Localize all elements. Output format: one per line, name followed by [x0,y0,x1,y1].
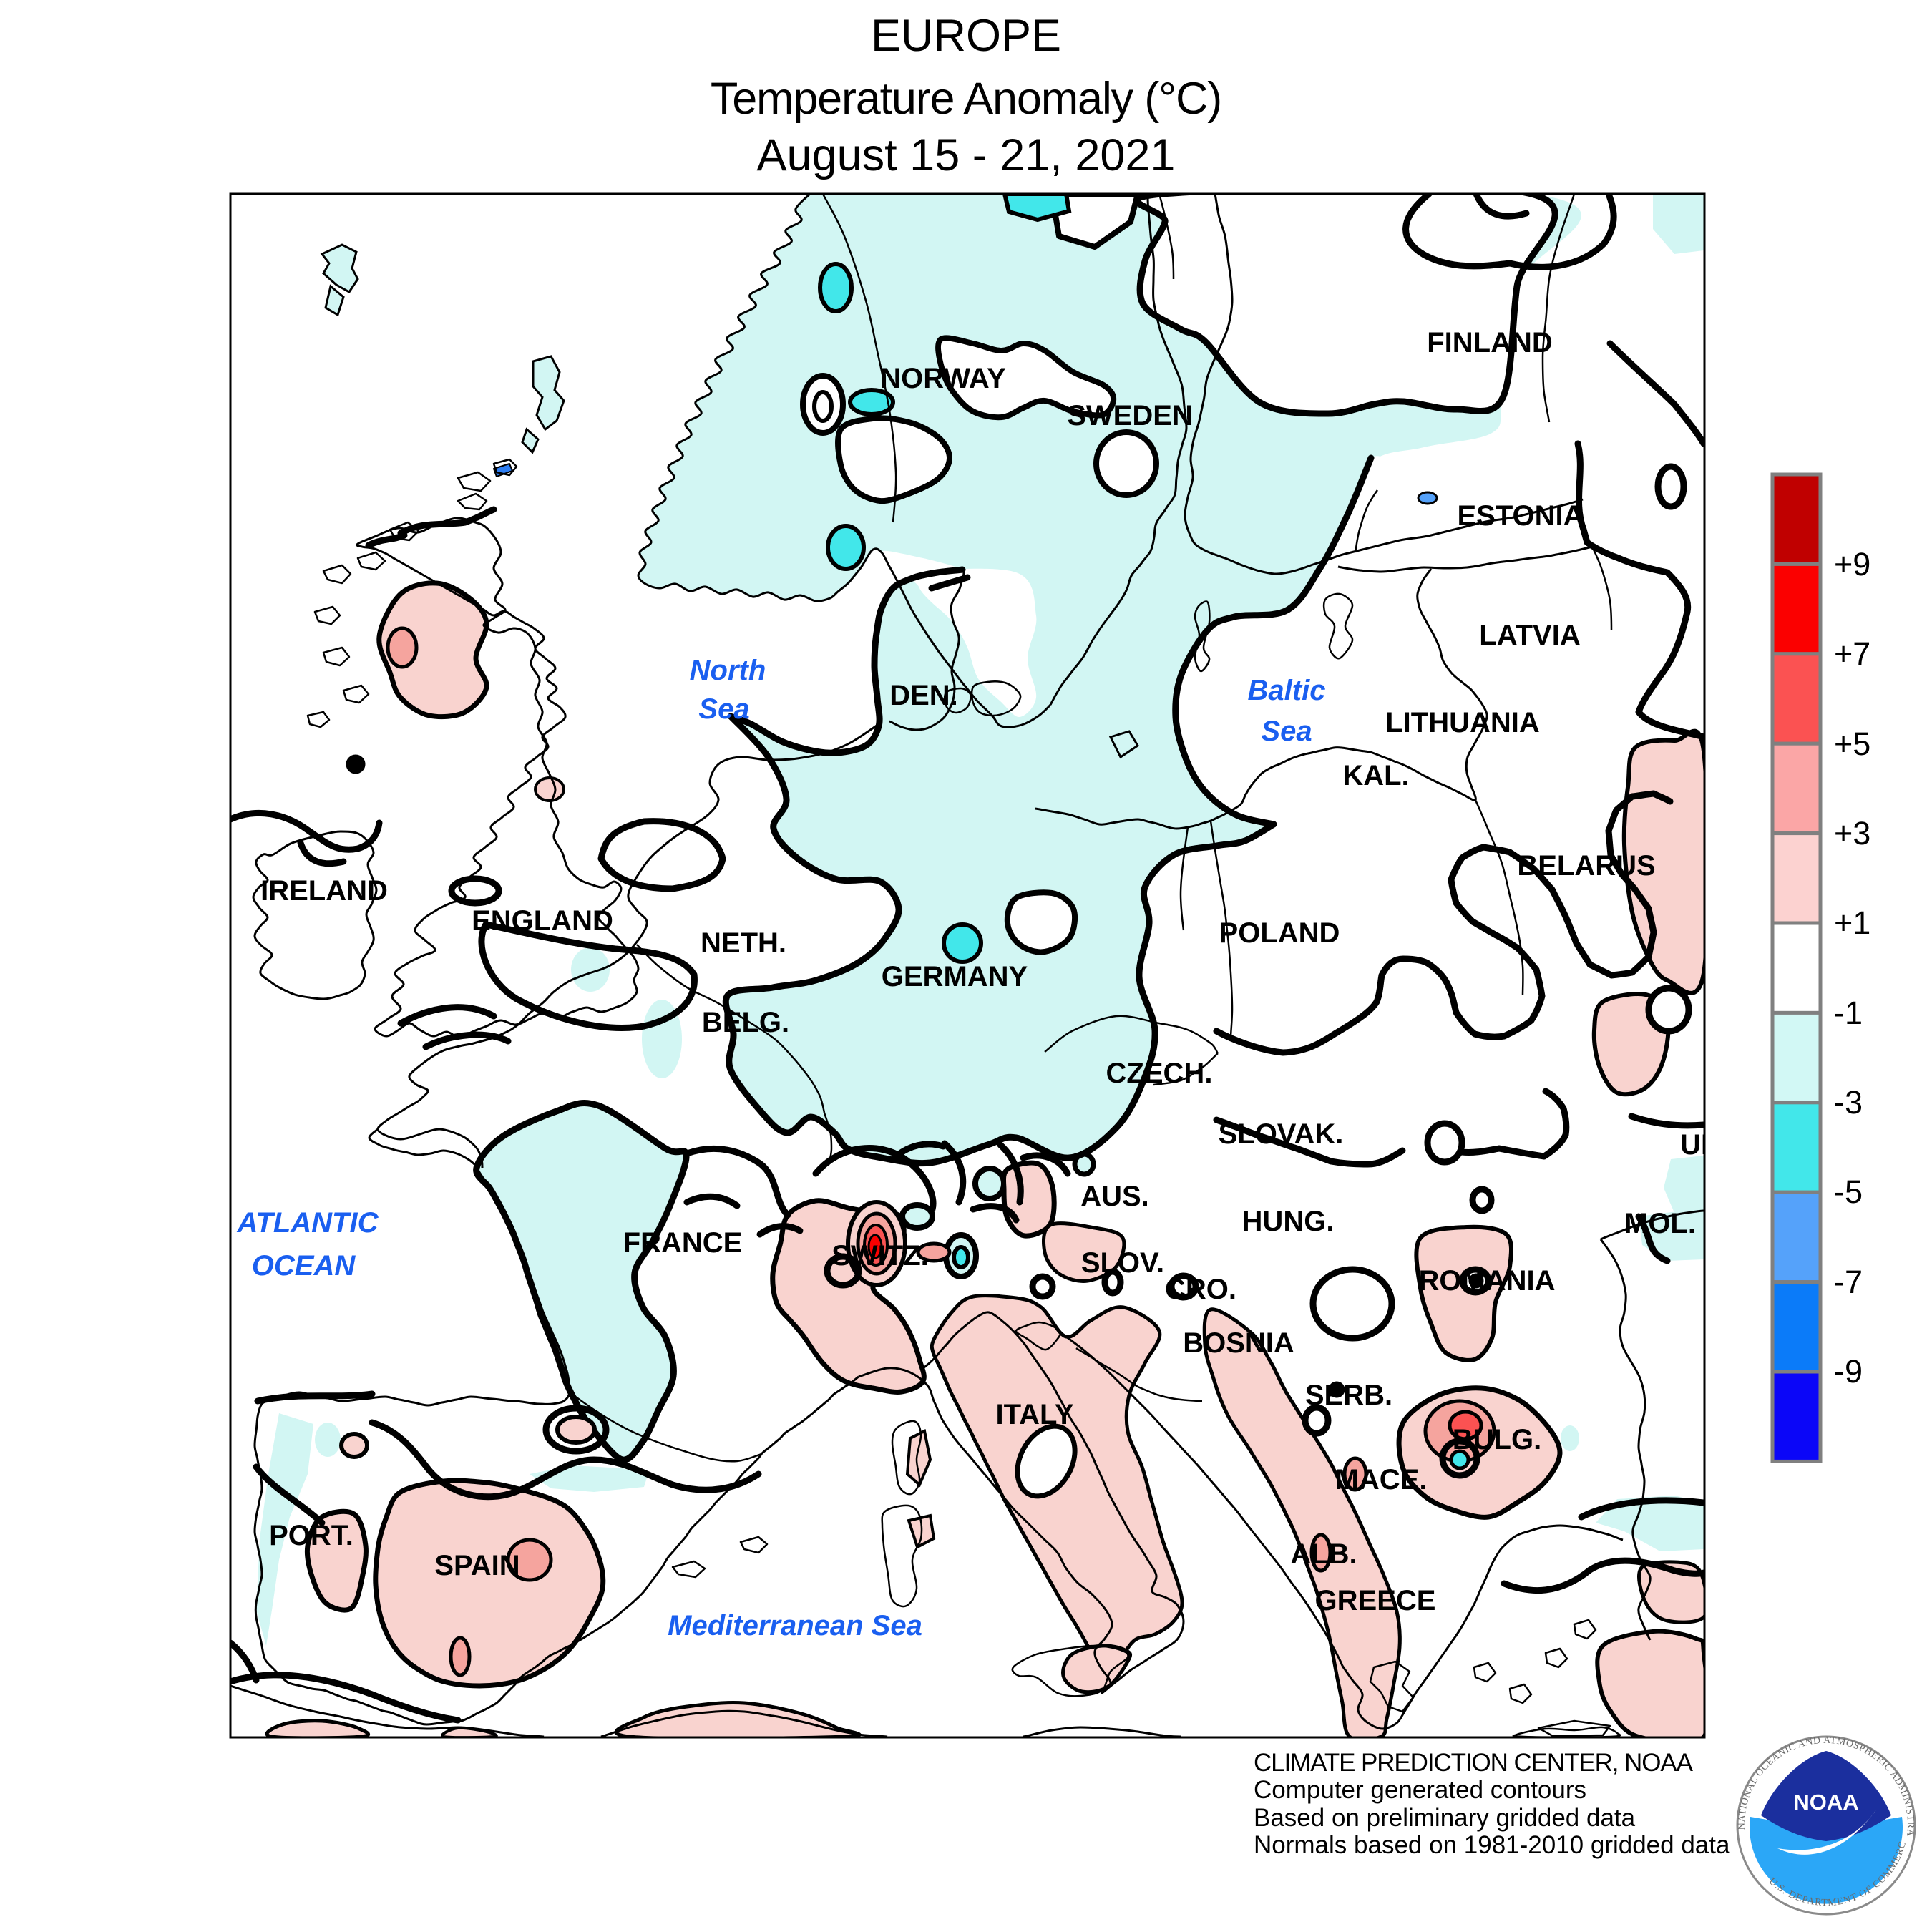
svg-text:POLAND: POLAND [1219,917,1340,949]
svg-text:+1: +1 [1834,904,1870,941]
svg-text:SLOV.: SLOV. [1081,1247,1164,1279]
svg-text:KAL.: KAL. [1342,760,1409,791]
svg-text:NETH.: NETH. [701,927,786,959]
svg-text:PORT.: PORT. [269,1520,353,1551]
svg-text:Based on preliminary gridded d: Based on preliminary gridded data [1254,1804,1636,1832]
svg-text:DEN.: DEN. [889,680,958,711]
svg-text:NOAA: NOAA [1793,1790,1858,1815]
svg-text:OCEAN: OCEAN [252,1250,356,1282]
svg-text:LITHUANIA: LITHUANIA [1385,707,1540,738]
svg-text:GERMANY: GERMANY [882,961,1028,992]
svg-text:LATVIA: LATVIA [1479,620,1580,651]
svg-text:ROMANIA: ROMANIA [1418,1265,1555,1297]
svg-text:Computer generated contours: Computer generated contours [1254,1776,1586,1804]
svg-text:BELG.: BELG. [702,1007,789,1038]
svg-text:Normals based on 1981-2010 gri: Normals based on 1981-2010 gridded data [1254,1831,1730,1859]
svg-text:BELARUS: BELARUS [1517,850,1655,882]
svg-text:ENGLAND: ENGLAND [472,905,613,937]
svg-text:UK: UK [1680,1129,1722,1161]
svg-text:CRO.: CRO. [1165,1274,1236,1305]
svg-text:FINLAND: FINLAND [1427,327,1553,358]
svg-text:CLIMATE PREDICTION CENTER, NOA: CLIMATE PREDICTION CENTER, NOAA [1254,1749,1694,1777]
svg-text:Mediterranean Sea: Mediterranean Sea [668,1610,922,1641]
svg-text:EUROPE: EUROPE [871,11,1061,61]
svg-text:Sea: Sea [698,693,749,725]
svg-text:Sea: Sea [1261,716,1312,747]
svg-text:CZECH.: CZECH. [1106,1058,1213,1089]
svg-text:SLOVAK.: SLOVAK. [1219,1118,1344,1150]
svg-text:NORWAY: NORWAY [880,363,1006,394]
svg-text:MOL.: MOL. [1624,1208,1696,1239]
svg-text:+9: +9 [1834,546,1870,582]
svg-text:-5: -5 [1834,1174,1863,1210]
svg-text:SPAIN: SPAIN [434,1550,519,1581]
svg-text:+3: +3 [1834,815,1870,852]
svg-text:+7: +7 [1834,635,1870,672]
svg-text:FRANCE: FRANCE [623,1227,743,1259]
svg-text:SWITZ.: SWITZ. [831,1240,929,1272]
svg-text:-9: -9 [1834,1353,1863,1390]
svg-text:MACE.: MACE. [1335,1464,1428,1496]
svg-text:SERB.: SERB. [1305,1380,1392,1411]
svg-text:AUS.: AUS. [1080,1181,1149,1212]
svg-text:ATLANTIC: ATLANTIC [237,1207,379,1239]
svg-text:BULG.: BULG. [1453,1424,1541,1455]
svg-text:Temperature Anomaly (°C): Temperature Anomaly (°C) [711,74,1221,124]
svg-text:ITALY: ITALY [996,1399,1074,1430]
svg-text:GREECE: GREECE [1315,1585,1436,1616]
svg-text:Baltic: Baltic [1248,675,1326,706]
svg-text:-7: -7 [1834,1264,1863,1300]
svg-text:+5: +5 [1834,726,1870,762]
svg-text:-1: -1 [1834,995,1863,1031]
svg-text:SWEDEN: SWEDEN [1067,400,1193,431]
svg-text:ESTONIA: ESTONIA [1457,500,1584,532]
svg-text:-3: -3 [1834,1084,1863,1121]
svg-text:IRELAND: IRELAND [260,875,388,907]
svg-text:HUNG.: HUNG. [1242,1206,1335,1237]
svg-text:BOSNIA: BOSNIA [1183,1327,1294,1359]
svg-text:North: North [690,655,766,686]
svg-text:August 15 - 21, 2021: August 15 - 21, 2021 [757,130,1176,180]
svg-text:ALB.: ALB. [1290,1538,1357,1570]
